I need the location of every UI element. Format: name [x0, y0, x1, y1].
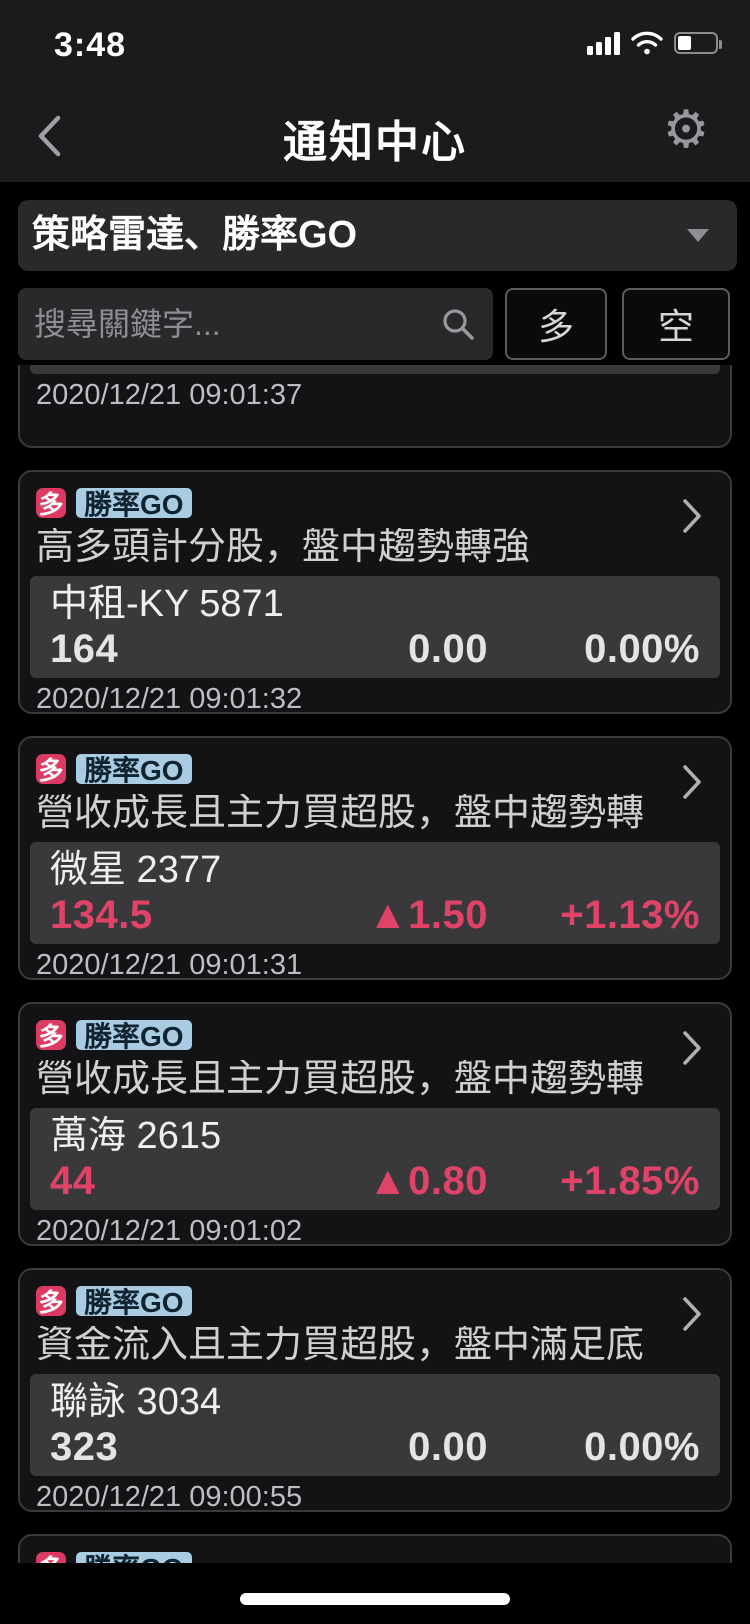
quote-box: 微星 2377 134.5 ▲1.50 +1.13%: [30, 842, 720, 944]
bottom-footer: [0, 1563, 750, 1624]
chevron-right-icon: [683, 765, 701, 799]
search-box: [18, 288, 493, 360]
strategy-tag: 勝率GO: [76, 754, 192, 786]
search-input[interactable]: [18, 288, 493, 360]
quote-box: 123 ▲1.50 +1.23%: [30, 365, 720, 374]
chevron-right-icon: [683, 499, 701, 533]
price-change: 0.00: [408, 627, 488, 671]
price-change-percent: 0.00%: [584, 1425, 700, 1469]
header: 3:48 通知中心 ⚙: [0, 0, 750, 182]
badge-row: 多 勝率GO: [36, 1550, 714, 1563]
status-icons: [587, 30, 722, 56]
card-description: 資金流入且主力買超股，盤中滿足底: [36, 1326, 645, 1364]
timestamp: 2020/12/21 09:01:32: [36, 683, 303, 714]
battery-icon: [674, 32, 722, 54]
caret-down-icon: [687, 229, 709, 242]
card-description: 營收成長且主力買超股，盤中趨勢轉: [36, 794, 645, 832]
strategy-tag: 勝率GO: [76, 488, 192, 520]
badge-row: 多 勝率GO: [36, 1018, 714, 1052]
card-description: 營收成長且主力買超股，盤中趨勢轉: [36, 1060, 645, 1098]
quote-box: 聯詠 3034 323 0.00 0.00%: [30, 1374, 720, 1476]
gear-icon: ⚙: [662, 101, 710, 159]
long-badge: 多: [36, 1020, 66, 1051]
notification-card[interactable]: 多 勝率GO 營收成長且主力買超股，盤中趨勢轉 萬海 2615 44 ▲0.80…: [18, 1002, 732, 1246]
card-description: 高多頭計分股，盤中趨勢轉強: [36, 528, 531, 566]
price: 44: [50, 1159, 96, 1203]
notification-card[interactable]: 123 ▲1.50 +1.23% 2020/12/21 09:01:37: [18, 365, 732, 448]
strategy-tag: 勝率GO: [76, 1286, 192, 1318]
timestamp: 2020/12/21 09:01:31: [36, 949, 303, 980]
timestamp: 2020/12/21 09:00:55: [36, 1481, 303, 1512]
notification-card[interactable]: 多 勝率GO 高多頭計分股，盤中趨勢轉強 中租-KY 5871 164 0.00…: [18, 470, 732, 714]
price-change-percent: 0.00%: [584, 627, 700, 671]
quote-box: 萬海 2615 44 ▲0.80 +1.85%: [30, 1108, 720, 1210]
strategy-tag: 勝率GO: [76, 1020, 192, 1052]
quote-box: 中租-KY 5871 164 0.00 0.00%: [30, 576, 720, 678]
strategy-tag: 勝率GO: [76, 1552, 192, 1563]
price-change-percent: +1.13%: [560, 893, 700, 937]
notification-card[interactable]: 多 勝率GO 營收成長且主力買超股，盤中趨勢轉 微星 2377 134.5 ▲1…: [18, 736, 732, 980]
page-title: 通知中心: [283, 118, 467, 167]
price-change: 0.00: [408, 1425, 488, 1469]
category-dropdown-label: 策略雷達、勝率GO: [32, 214, 358, 256]
stock-name: 微星 2377: [50, 849, 222, 891]
home-indicator[interactable]: [240, 1593, 510, 1605]
price-change-percent: +1.85%: [560, 1159, 700, 1203]
long-badge: 多: [36, 1286, 66, 1317]
long-filter-button[interactable]: 多: [505, 288, 607, 360]
long-badge: 多: [36, 488, 66, 519]
back-chevron-icon: [38, 115, 61, 157]
settings-button[interactable]: ⚙: [656, 100, 716, 160]
stock-name: 萬海 2615: [50, 1115, 222, 1157]
long-badge: 多: [36, 754, 66, 785]
price: 323: [50, 1425, 119, 1469]
notification-list: 123 ▲1.50 +1.23% 2020/12/21 09:01:37 多 勝…: [0, 365, 750, 1563]
notification-card[interactable]: 多 勝率GO: [18, 1534, 732, 1563]
back-button[interactable]: [36, 114, 62, 158]
price: 164: [50, 627, 119, 671]
search-icon: [443, 309, 474, 340]
timestamp: 2020/12/21 09:01:37: [36, 379, 303, 411]
stock-name: 中租-KY 5871: [50, 583, 284, 625]
wifi-icon: [631, 31, 663, 55]
category-dropdown[interactable]: 策略雷達、勝率GO: [18, 200, 737, 271]
short-filter-button[interactable]: 空: [622, 288, 730, 360]
price-change: ▲0.80: [368, 1159, 488, 1203]
price-change: ▲1.50: [368, 893, 488, 937]
badge-row: 多 勝率GO: [36, 752, 714, 786]
status-time: 3:48: [54, 26, 127, 64]
price: 134.5: [50, 893, 153, 937]
chevron-right-icon: [683, 1297, 701, 1331]
timestamp: 2020/12/21 09:01:02: [36, 1215, 303, 1246]
chevron-right-icon: [683, 1031, 701, 1065]
signal-strength-icon: [587, 31, 620, 55]
stock-name: 聯詠 3034: [50, 1381, 222, 1423]
notification-card[interactable]: 多 勝率GO 資金流入且主力買超股，盤中滿足底 聯詠 3034 323 0.00…: [18, 1268, 732, 1512]
badge-row: 多 勝率GO: [36, 486, 714, 520]
long-badge: 多: [36, 1552, 66, 1563]
badge-row: 多 勝率GO: [36, 1284, 714, 1318]
